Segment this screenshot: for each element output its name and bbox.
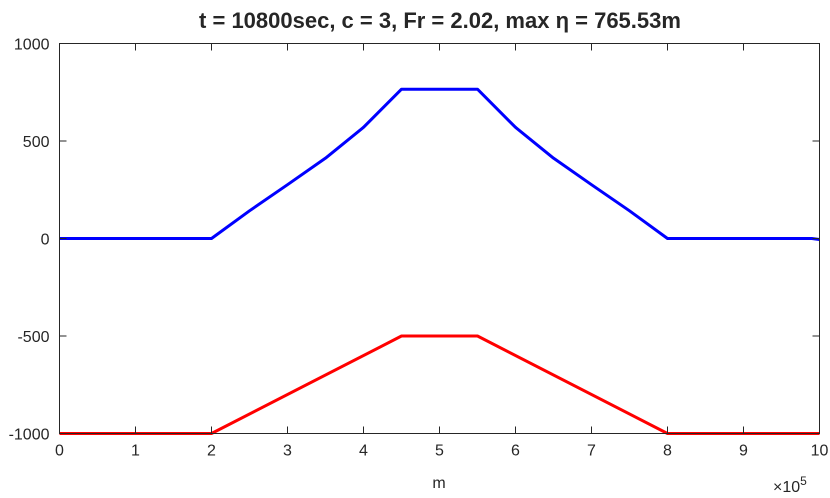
- x-axis-exponent-base: ×10: [773, 479, 800, 496]
- y-tick-label: 500: [23, 134, 50, 151]
- series-line-2: [59, 334, 820, 435]
- x-tick-label: 7: [587, 443, 596, 460]
- x-tick-label: 9: [739, 443, 748, 460]
- y-tick-label: -1000: [9, 427, 50, 444]
- x-axis-label: m: [432, 475, 445, 492]
- x-tick-label: 2: [207, 443, 216, 460]
- x-tick-label: 10: [811, 443, 829, 460]
- y-tick-label: 1000: [14, 37, 50, 54]
- y-axis: -1000 -500 0 500 1000: [9, 37, 820, 444]
- x-tick-label: 5: [435, 443, 444, 460]
- series-line-1: [59, 87, 820, 241]
- y-tick-label: -500: [17, 329, 49, 346]
- x-tick-label: 1: [131, 443, 140, 460]
- x-tick-label: 0: [55, 443, 64, 460]
- x-axis-exponent: ×105: [773, 474, 807, 496]
- x-axis: 0 1 2 3 4 5 6 7 8 9 10: [55, 43, 829, 460]
- x-axis-exponent-power: 5: [800, 474, 807, 488]
- x-tick-label: 4: [359, 443, 368, 460]
- x-tick-label: 8: [663, 443, 672, 460]
- series-layer: [59, 87, 820, 435]
- x-tick-label: 3: [283, 443, 292, 460]
- x-tick-label: 6: [511, 443, 520, 460]
- chart-title: t = 10800sec, c = 3, Fr = 2.02, max η = …: [199, 8, 681, 33]
- y-tick-label: 0: [41, 232, 50, 249]
